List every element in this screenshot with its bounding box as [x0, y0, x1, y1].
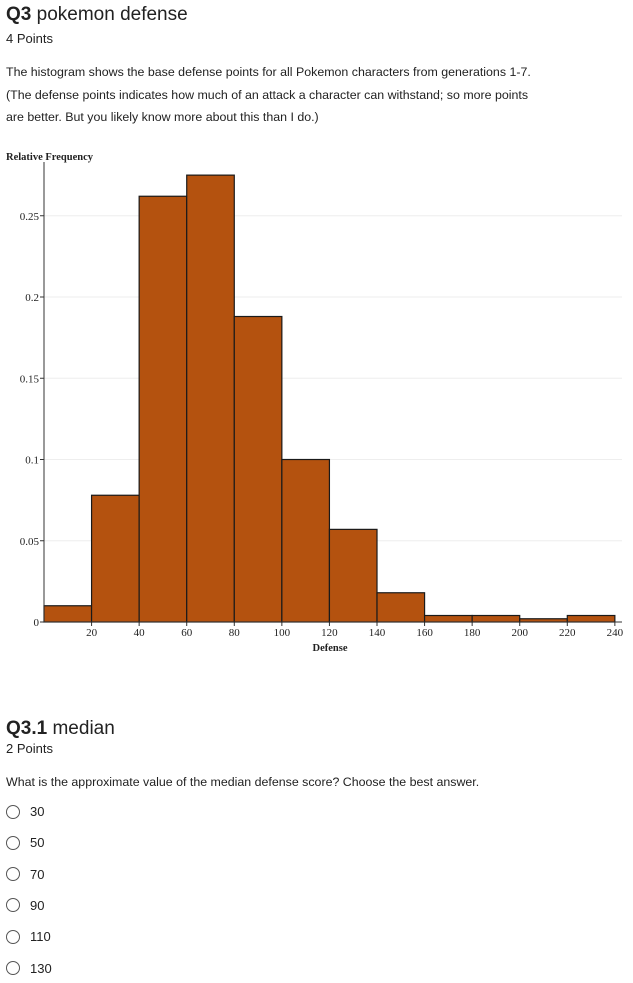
prompt: What is the approximate value of the med…: [6, 775, 480, 789]
radio-button[interactable]: [6, 898, 20, 913]
subquestion-number: Q3.1: [6, 718, 48, 739]
x-tick-label: 240: [607, 627, 624, 639]
bar: [138, 195, 188, 623]
option[interactable]: 50: [6, 835, 44, 850]
x-tick-label: 60: [181, 627, 193, 639]
option[interactable]: 130: [6, 961, 52, 976]
radio-button[interactable]: [6, 804, 20, 819]
description-line: (The defense points indicates how much o…: [6, 88, 529, 102]
option-label[interactable]: 130: [30, 960, 52, 976]
bar: [281, 458, 331, 623]
y-tick-label: 0.15: [20, 373, 40, 385]
points: 4 Points: [6, 31, 53, 46]
option-label[interactable]: 70: [30, 866, 45, 882]
option-label[interactable]: 110: [30, 929, 51, 945]
y-tick-label: 0: [34, 617, 40, 629]
x-tick-label: 40: [134, 627, 146, 639]
question-number: Q3: [6, 4, 32, 25]
chart: Relative Frequency Defense 0 0.05 0.1 0.15 0…: [6, 152, 624, 654]
bar: [566, 614, 616, 623]
radio-button[interactable]: [6, 867, 20, 882]
x-tick-label: 80: [229, 627, 241, 639]
x-tick-label: 100: [274, 627, 291, 639]
radio-button[interactable]: [6, 835, 20, 850]
y-tick-label: 0.1: [25, 455, 39, 467]
option-label[interactable]: 90: [30, 897, 45, 913]
bar: [186, 174, 235, 623]
x-tick-label: 140: [369, 627, 386, 639]
x-tick-label: 160: [416, 627, 433, 639]
option-label[interactable]: 30: [30, 804, 45, 819]
bar: [90, 494, 140, 623]
bar: [471, 614, 521, 623]
option[interactable]: 30: [6, 804, 44, 819]
option[interactable]: 90: [6, 898, 44, 913]
bar: [376, 592, 426, 623]
bar: [423, 614, 473, 623]
subquestion-title: median: [52, 718, 115, 739]
y-tick-label: 0.25: [20, 211, 40, 223]
option[interactable]: 110: [6, 929, 51, 944]
points: 2 Points: [6, 741, 53, 756]
x-tick-label: 220: [559, 627, 576, 639]
x-axis-label: Defense: [313, 643, 348, 654]
y-tick-label: 0.2: [25, 292, 39, 304]
question-heading: Q3 pokemon defense: [6, 4, 188, 26]
bar: [328, 528, 378, 623]
x-tick-label: 180: [464, 627, 481, 639]
subquestion-heading: Q3.1 median: [6, 718, 115, 740]
x-tick-label: 20: [86, 627, 98, 639]
bar: [43, 605, 93, 623]
x-tick-label: 200: [511, 627, 528, 639]
y-tick-label: 0.05: [20, 536, 40, 548]
description-line: are better. But you likely know more abo…: [6, 110, 319, 124]
y-axis-label: Relative Frequency: [6, 152, 94, 163]
radio-button[interactable]: [6, 961, 20, 975]
question-title: pokemon defense: [36, 4, 188, 25]
option[interactable]: 70: [6, 867, 44, 882]
description-line: The histogram shows the base defense poi…: [6, 65, 531, 79]
bar: [233, 315, 283, 623]
option-label[interactable]: 50: [30, 835, 45, 851]
x-tick-label: 120: [321, 627, 338, 639]
radio-button[interactable]: [6, 929, 20, 944]
